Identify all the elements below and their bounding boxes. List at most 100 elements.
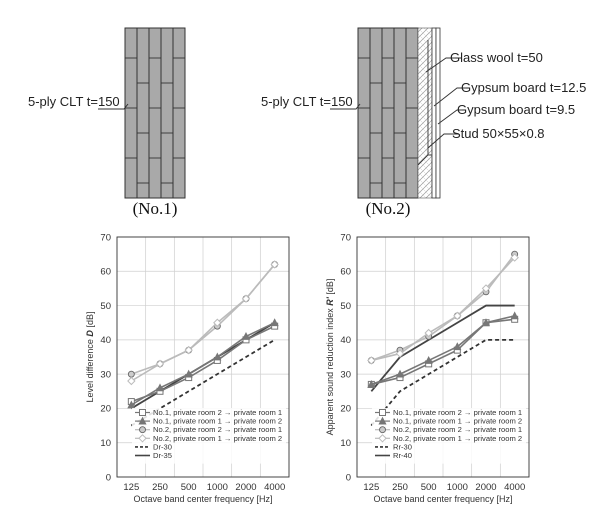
data-point-diamond: [367, 356, 376, 365]
x-axis-title: Octave band center frequency [Hz]: [133, 494, 272, 504]
legend-marker-diamond: [138, 434, 147, 443]
legend-label: No.2, private room 2 → private room 1: [393, 425, 522, 434]
legend-label: Dr-30: [153, 442, 172, 451]
series-line: [371, 253, 516, 362]
data-point-circle: [127, 370, 135, 378]
clt-joints-no2: [358, 57, 418, 184]
diagram-no1: 5-ply CLT t=150 (No.1): [28, 27, 186, 218]
legend: No.1, private room 2 → private room 1No.…: [132, 408, 286, 464]
y-tick-label: 50: [100, 301, 111, 312]
diagram-no2: 5-ply CLT t=150 Glass wool t=50 Gypsum b…: [261, 27, 586, 218]
legend-marker-triangle: [138, 416, 147, 425]
label-clt-no1: 5-ply CLT t=150: [28, 94, 120, 109]
data-point-diamond: [213, 318, 222, 327]
y-axis-title-part: Level difference: [85, 337, 95, 403]
data-point-diamond: [510, 253, 519, 262]
legend-marker-diamond: [378, 434, 387, 443]
series-line: [370, 304, 515, 392]
leader-stud: [427, 133, 458, 149]
y-axis-title-part: D: [85, 330, 95, 337]
series-no-2-private-room-1-private-room-2: [127, 260, 279, 386]
leader-gypsum-12-5: [433, 87, 470, 107]
y-axis-title: Apparent sound reduction index R' [dB]: [325, 279, 335, 436]
y-axis-title-part: Apparent sound reduction index: [325, 306, 335, 436]
data-point-diamond: [127, 376, 136, 386]
data-point-triangle: [184, 369, 193, 378]
legend-marker-circle: [379, 426, 386, 434]
y-axis-title: Level difference D [dB]: [85, 312, 95, 403]
data-point-diamond: [241, 294, 251, 303]
x-tick-label: 125: [123, 482, 139, 493]
y-tick-label: 20: [100, 404, 111, 415]
legend-marker-square: [139, 409, 146, 416]
data-point-triangle: [453, 342, 462, 351]
series-rr-30: [370, 338, 515, 427]
y-tick-label: 70: [340, 232, 351, 243]
legend: No.1, private room 2 → private room 1 No.…: [372, 408, 526, 464]
data-point-diamond: [270, 260, 279, 269]
y-tick-label: 50: [340, 301, 351, 312]
series-line: [130, 321, 276, 406]
x-tick-label: 2000: [235, 482, 256, 493]
plot-frame: [356, 236, 530, 478]
series-line: [371, 257, 516, 362]
data-point-triangle: [510, 311, 519, 320]
x-tick-label: 125: [363, 482, 379, 493]
x-tick-label: 4000: [504, 482, 525, 493]
legend-label: No.2, private room 2 → private room 1: [153, 425, 282, 434]
leader-clt-no2: [330, 103, 361, 110]
y-tick-label: 60: [340, 267, 351, 278]
series-no-1-private-room-1-private-room-2: [367, 311, 519, 388]
data-point-diamond: [453, 311, 462, 321]
data-point-triangle: [395, 369, 405, 378]
y-tick-label: 10: [340, 438, 351, 449]
y-tick-label: 0: [106, 472, 111, 483]
data-point-triangle: [241, 331, 251, 340]
legend-label: Rr-30: [393, 442, 412, 451]
clt-joints-no1: [125, 57, 185, 184]
series-line: [130, 263, 276, 382]
chart-level-difference: 0 10 20 30 40 50 60 70 125 250 500 1000 2000 4000Octa…: [85, 232, 290, 504]
plot-frame: [116, 236, 290, 478]
data-point-triangle: [367, 379, 376, 388]
leader-clt-no1: [98, 103, 129, 110]
legend-label: Dr-35: [153, 451, 172, 460]
series-no-1-private-room-1-private-room-2: [127, 318, 279, 409]
series-no-2-private-room-1-private-room-2: [367, 253, 519, 365]
x-tick-label: 1000: [447, 482, 468, 493]
clt-layer-lines-no1: [136, 28, 174, 198]
data-point-diamond: [184, 345, 193, 355]
x-tick-label: 500: [181, 482, 197, 493]
legend-label: No.1, private room 2 → private room 1: [393, 408, 522, 417]
y-tick-label: 10: [100, 438, 111, 449]
legend-label: No.1, private room 2 → private room 1: [153, 408, 282, 417]
series-line: [131, 325, 276, 403]
clt-wall-no1: [124, 27, 186, 199]
data-point-triangle: [424, 355, 433, 364]
leader-gypsum-9-5: [437, 109, 465, 125]
gypsum-board-9-5: [435, 27, 441, 199]
data-point-triangle: [155, 383, 165, 392]
data-point-diamond: [395, 349, 405, 358]
y-tick-label: 30: [100, 369, 111, 380]
data-point-diamond: [424, 328, 433, 338]
x-tick-label: 500: [421, 482, 437, 493]
clt-layer-lines-no2: [369, 28, 407, 198]
legend-label: No.1, private room 1 → private room 2: [153, 417, 282, 426]
legend-marker-square: [379, 409, 386, 416]
legend-marker-triangle: [378, 416, 387, 425]
data-point-triangle: [127, 400, 136, 409]
data-point-diamond: [481, 284, 491, 293]
legend-label: No.2, private room 1 → private room 2: [153, 434, 282, 443]
clt-wall-no2: [357, 27, 419, 199]
x-tick-label: 1000: [207, 482, 228, 493]
legend-box: [132, 408, 286, 464]
legend-marker-circle: [139, 426, 146, 434]
x-tick-label: 2000: [475, 482, 496, 493]
y-axis-title-part: [dB]: [85, 312, 95, 331]
data-point-triangle: [213, 352, 222, 361]
y-axis-title-part: R': [325, 296, 335, 305]
label-stud: Stud 50×55×0.8: [452, 126, 545, 141]
y-tick-label: 60: [100, 267, 111, 278]
